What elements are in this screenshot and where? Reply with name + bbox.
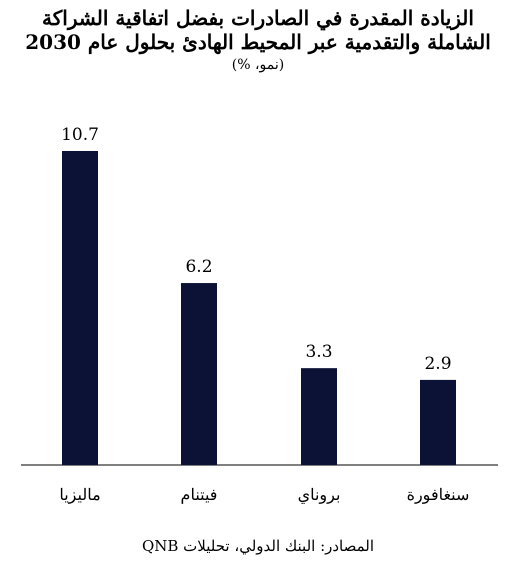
x-tick-label: سنغافورة [407, 485, 470, 504]
chart-header: الزيادة المقدرة في الصادرات بفضل اتفاقية… [0, 6, 516, 74]
x-tick-label: فيتنام [181, 485, 218, 504]
bar [62, 151, 98, 465]
data-label: 6.2 [185, 257, 212, 277]
chart-subtitle: (نمو، %) [231, 57, 285, 73]
data-label: 3.3 [305, 342, 332, 362]
bar [301, 368, 337, 465]
x-tick-label: بروناي [298, 485, 341, 504]
chart-title: الزيادة المقدرة في الصادرات بفضل اتفاقية… [25, 6, 491, 54]
bar [181, 283, 217, 465]
data-label: 10.7 [61, 125, 99, 145]
data-label: 2.9 [424, 354, 451, 374]
bar [420, 379, 456, 465]
x-tick-label: ماليزيا [59, 485, 100, 504]
chart-source: المصادر: البنك الدولي، تحليلات QNB [141, 537, 375, 555]
